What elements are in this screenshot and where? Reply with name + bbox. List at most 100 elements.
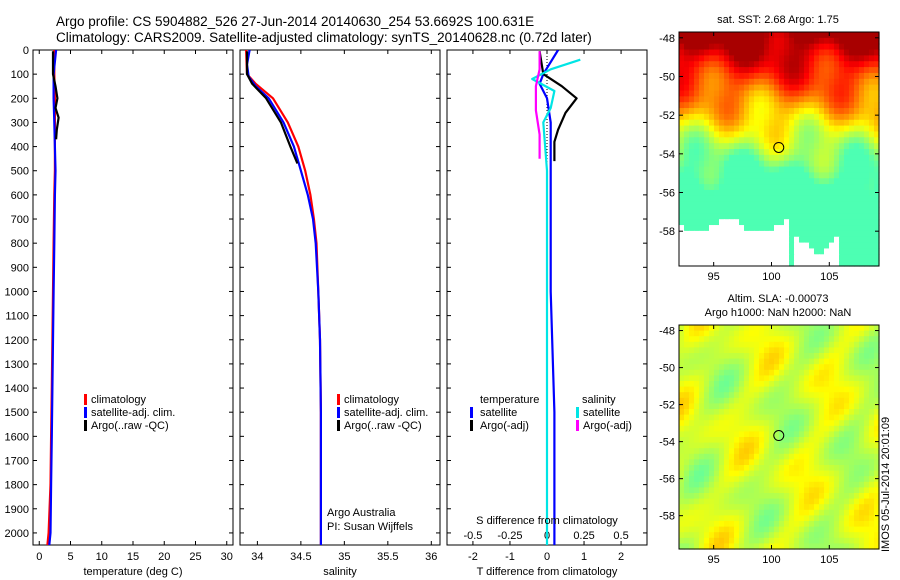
sst-map-cell [829, 154, 835, 162]
sla-map-cell [839, 453, 845, 460]
sst-map-cell [759, 242, 765, 250]
sst-map-cell [774, 225, 780, 232]
sla-map-cell [774, 476, 780, 483]
sla-map-cell [844, 526, 850, 533]
sst-map-cell [684, 43, 690, 51]
sla-map-cell [824, 375, 830, 382]
sst-map-cell [739, 37, 745, 45]
sla-map-cell [689, 476, 695, 483]
sst-map-cell [694, 154, 700, 162]
sst-map-cell [704, 84, 710, 92]
sla-map-cell [769, 437, 775, 444]
sla-map-cell [864, 459, 870, 466]
sst-map-cell [689, 108, 695, 115]
x-tick-label: 25 [189, 551, 201, 563]
sla-map-cell [859, 459, 865, 466]
sst-map-cell [774, 55, 780, 62]
sla-map-cell [829, 347, 835, 354]
sst-map-cell [869, 143, 875, 150]
sla-map-cell [834, 341, 840, 348]
sla-map-cell [849, 392, 855, 399]
sla-map-cell [739, 543, 745, 550]
y-tick-label: 1200 [5, 335, 29, 347]
sla-map-cell [719, 448, 725, 455]
sla-map-cell [804, 392, 810, 399]
sst-map-cell [789, 242, 795, 250]
sst-map-cell [714, 242, 720, 250]
sla-map-cell [739, 504, 745, 511]
sla-map-cell [789, 381, 795, 388]
sla-map-cell [749, 409, 755, 416]
sst-map-cell [704, 154, 710, 162]
sst-map-cell [869, 32, 875, 39]
sla-map-cell [804, 493, 810, 500]
sla-map-cell [849, 459, 855, 466]
sla-map-cell [754, 364, 760, 371]
sst-map-cell [699, 61, 705, 68]
sla-map-cell [799, 414, 805, 421]
sst-map-cell [709, 172, 715, 179]
sst-map-cell [729, 125, 735, 133]
sla-map-cell [859, 330, 865, 337]
sla-map-cell [764, 487, 770, 494]
sst-map-cell [859, 225, 865, 232]
sst-map-cell [824, 78, 830, 86]
sla-map-cell [774, 420, 780, 427]
sla-map-cell [874, 420, 880, 427]
sst-map-cell [784, 225, 790, 232]
sst-map-cell [784, 230, 790, 238]
sst-map-cell [794, 96, 800, 103]
sst-map-cell [824, 143, 830, 150]
sla-map-cell [704, 543, 710, 550]
sst-map-cell [774, 184, 780, 191]
sst-map-cell [864, 201, 870, 209]
sla-map-cell [769, 425, 775, 432]
sla-map-cell [724, 498, 730, 505]
sst-map-cell [844, 90, 850, 97]
sst-map-cell [819, 254, 825, 261]
sst-map-cell [699, 43, 705, 51]
sla-map-cell [864, 448, 870, 455]
sla-map-cell [729, 498, 735, 505]
sst-map-cell [814, 149, 820, 156]
sst-map-cell [759, 32, 765, 39]
sst-map-cell [789, 90, 795, 97]
sst-map-cell [679, 149, 685, 156]
sla-map-cell [709, 515, 715, 522]
sla-map-cell [704, 386, 710, 393]
sst-map-cell [734, 166, 740, 173]
sst-map-cell [704, 225, 710, 232]
sla-map-cell [689, 459, 695, 466]
sst-map-cell [744, 84, 750, 92]
sla-map-cell [699, 381, 705, 388]
sla-map-cell [679, 369, 685, 376]
y-tick-label: 1500 [5, 407, 29, 419]
sst-map-cell [849, 119, 855, 127]
sst-map-cell [704, 131, 710, 138]
salinity-xlabel: salinity [323, 566, 357, 578]
sst-map-cell [834, 113, 840, 121]
sla-map-cell [734, 347, 740, 354]
sla-map-cell [869, 437, 875, 444]
sst-map-cell [854, 166, 860, 173]
sla-map-cell [839, 325, 845, 332]
sla-map-cell [694, 403, 700, 410]
sst-map-cell [834, 154, 840, 162]
sla-map-cell [769, 532, 775, 539]
sla-map-cell [854, 397, 860, 404]
sla-map-cell [769, 459, 775, 466]
sst-map-cell [829, 260, 835, 267]
sst-map-cell [774, 248, 780, 255]
sst-map-cell [809, 178, 815, 185]
sla-map-cell [789, 476, 795, 483]
sla-map-cell [854, 409, 860, 416]
sst-map-cell [744, 189, 750, 197]
sst-map-cell [869, 201, 875, 209]
sst-map-cell [869, 43, 875, 51]
sla-map-cell [769, 515, 775, 522]
sla-map-cell [794, 442, 800, 449]
sla-map-cell [719, 465, 725, 472]
sst-map-cell [809, 260, 815, 267]
sla-map-cell [689, 437, 695, 444]
sla-map-cell [679, 347, 685, 354]
